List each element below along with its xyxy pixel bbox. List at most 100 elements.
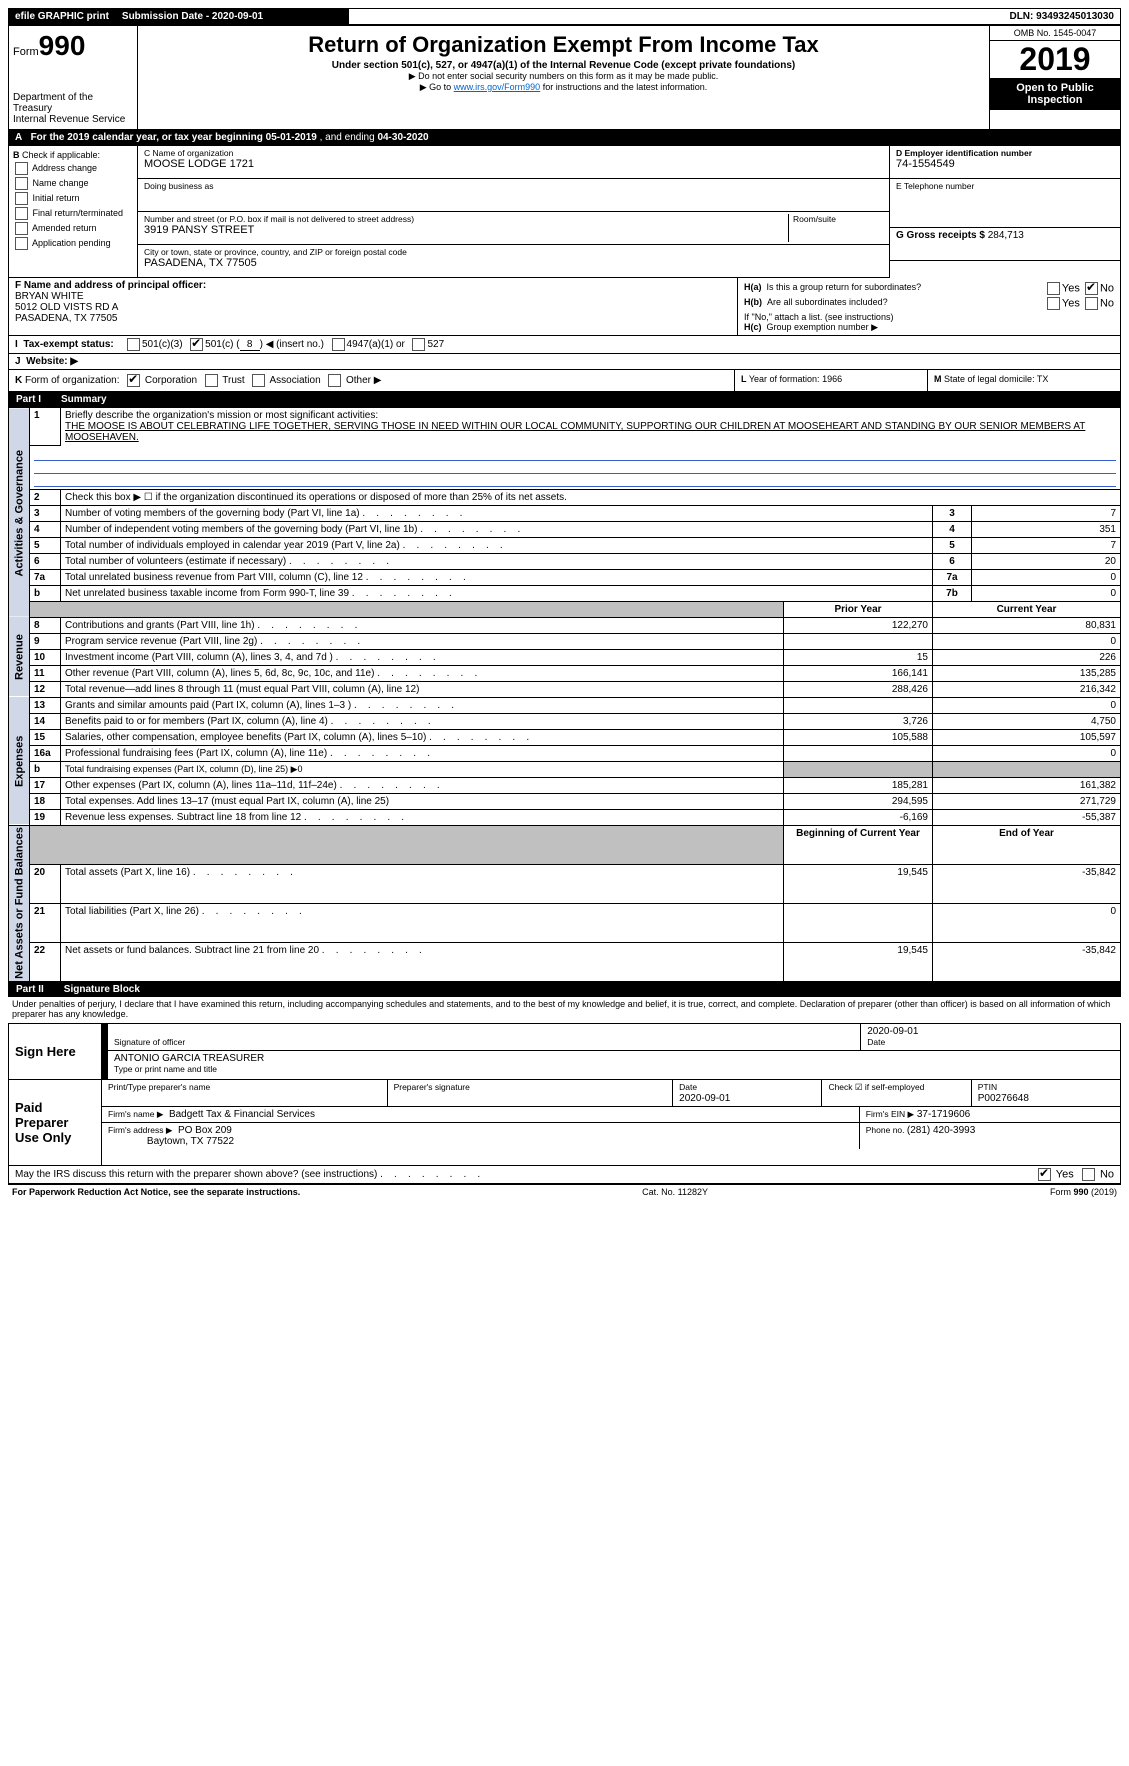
- corp-checkbox[interactable]: [127, 374, 140, 387]
- summary-row: 15Salaries, other compensation, employee…: [9, 729, 1121, 745]
- summary-row: 17Other expenses (Part IX, column (A), l…: [9, 777, 1121, 793]
- paperwork-notice: For Paperwork Reduction Act Notice, see …: [12, 1187, 300, 1197]
- j-text: Website: ▶: [26, 356, 78, 367]
- name-change: Name change: [13, 177, 133, 190]
- final-checkbox[interactable]: [15, 207, 28, 220]
- room-label: Room/suite: [793, 214, 883, 224]
- initial-checkbox[interactable]: [15, 192, 28, 205]
- b-hint: Check if applicable:: [22, 150, 100, 160]
- 527-checkbox[interactable]: [412, 338, 425, 351]
- city-label: City or town, state or province, country…: [144, 247, 883, 257]
- part-ii-label: Part II: [16, 984, 44, 995]
- row-k: K Form of organization: Corporation Trus…: [9, 370, 735, 391]
- year-formation: 1966: [822, 374, 842, 384]
- form-title: Return of Organization Exempt From Incom…: [142, 32, 985, 58]
- row-m: M State of legal domicile: TX: [928, 370, 1120, 391]
- hb-no-checkbox[interactable]: [1085, 297, 1098, 310]
- 501c-number: 8: [240, 339, 260, 351]
- form-footer: Form 990 (2019): [1050, 1187, 1117, 1197]
- officer-addr1: 5012 OLD VISTS RD A: [15, 302, 118, 313]
- prior-year-header: Prior Year: [784, 601, 933, 617]
- dln: DLN: 93493245013030: [1003, 9, 1120, 24]
- k-text: Form of organization:: [25, 375, 120, 386]
- prep-date: 2020-09-01: [679, 1093, 730, 1104]
- amended-checkbox[interactable]: [15, 222, 28, 235]
- ha-text: Is this a group return for subordinates?: [767, 282, 922, 292]
- summary-row: 20Total assets (Part X, line 16)19,545-3…: [9, 864, 1121, 903]
- type-name-label: Type or print name and title: [114, 1064, 217, 1074]
- j-label: J: [15, 356, 21, 367]
- name-change-checkbox[interactable]: [15, 177, 28, 190]
- discuss-yes-checkbox[interactable]: [1038, 1168, 1051, 1181]
- form-header: Form990 Department of the Treasury Inter…: [8, 25, 1121, 130]
- hb-label: H(b): [744, 297, 762, 307]
- firm-name-label: Firm's name ▶: [108, 1109, 163, 1119]
- signature-block: Sign Here Signature of officer 2020-09-0…: [8, 1023, 1121, 1166]
- gross-label: G Gross receipts $: [896, 230, 988, 241]
- officer-addr2: PASADENA, TX 77505: [15, 313, 117, 324]
- b-label: B: [13, 150, 20, 160]
- current-year-header: Current Year: [933, 601, 1121, 617]
- hb-yes-checkbox[interactable]: [1047, 297, 1060, 310]
- street-address: 3919 PANSY STREET: [144, 224, 784, 236]
- corp-label: Corporation: [145, 375, 197, 386]
- form-subtitle: Under section 501(c), 527, or 4947(a)(1)…: [142, 60, 985, 71]
- form-title-block: Return of Organization Exempt From Incom…: [138, 26, 990, 129]
- row-a-label: A: [15, 132, 22, 143]
- 4947-checkbox[interactable]: [332, 338, 345, 351]
- summary-row: 12Total revenue—add lines 8 through 11 (…: [9, 681, 1121, 697]
- l-text: Year of formation:: [749, 374, 822, 384]
- firm-addr1: PO Box 209: [178, 1125, 232, 1136]
- section-klm: K Form of organization: Corporation Trus…: [8, 370, 1121, 392]
- summary-row: 11Other revenue (Part VIII, column (A), …: [9, 665, 1121, 681]
- row-j: J Website: ▶: [8, 354, 1121, 370]
- ptin-value: P00276648: [978, 1093, 1029, 1104]
- discuss-no-checkbox[interactable]: [1082, 1168, 1095, 1181]
- pending-checkbox[interactable]: [15, 237, 28, 250]
- summary-table: Activities & Governance 1 Briefly descri…: [8, 407, 1121, 982]
- summary-row: 10Investment income (Part VIII, column (…: [9, 649, 1121, 665]
- summary-row: bTotal fundraising expenses (Part IX, co…: [9, 761, 1121, 777]
- discuss-text: May the IRS discuss this return with the…: [15, 1169, 480, 1180]
- 501c-open: 501(c) (: [205, 339, 239, 350]
- paid-preparer-label: Paid Preparer Use Only: [9, 1080, 102, 1165]
- vert-expenses: Expenses: [9, 697, 30, 825]
- vert-netassets: Net Assets or Fund Balances: [9, 825, 30, 982]
- mission-text: THE MOOSE IS ABOUT CELEBRATING LIFE TOGE…: [65, 421, 1085, 443]
- row-a-mid: , and ending: [320, 132, 378, 143]
- ha-yes-checkbox[interactable]: [1047, 282, 1060, 295]
- section-bcd: B Check if applicable: Address change Na…: [8, 146, 1121, 278]
- year-block: OMB No. 1545-0047 2019 Open to Public In…: [990, 26, 1120, 129]
- summary-row: 3Number of voting members of the governi…: [9, 505, 1121, 521]
- other-checkbox[interactable]: [328, 374, 341, 387]
- ha-no-checkbox[interactable]: [1085, 282, 1098, 295]
- assoc-checkbox[interactable]: [252, 374, 265, 387]
- boy-header: Beginning of Current Year: [784, 825, 933, 864]
- 501c-checkbox[interactable]: [190, 338, 203, 351]
- vert-revenue: Revenue: [9, 617, 30, 697]
- ein-label: D Employer identification number: [896, 148, 1032, 158]
- phone-label: E Telephone number: [896, 181, 1114, 191]
- 4947-label: 4947(a)(1) or: [347, 339, 405, 350]
- i-label: I: [15, 339, 18, 350]
- 501c-close: ) ◀ (insert no.): [260, 339, 324, 350]
- line-2-num: 2: [30, 489, 61, 505]
- catalog-number: Cat. No. 11282Y: [642, 1187, 708, 1197]
- street-label: Number and street (or P.O. box if mail i…: [144, 214, 784, 224]
- addr-change-checkbox[interactable]: [15, 162, 28, 175]
- hc-label: H(c): [744, 322, 762, 332]
- year-begin: 05-01-2019: [266, 132, 317, 143]
- org-name: MOOSE LODGE 1721: [144, 158, 883, 170]
- firm-ein: 37-1719606: [917, 1109, 970, 1120]
- amended-return: Amended return: [13, 222, 133, 235]
- irs-link[interactable]: www.irs.gov/Form990: [454, 82, 541, 92]
- line-1-text: Briefly describe the organization's miss…: [65, 410, 378, 421]
- box-c: C Name of organization MOOSE LODGE 1721 …: [138, 146, 890, 278]
- sig-date: 2020-09-01: [867, 1026, 918, 1037]
- date-label: Date: [867, 1037, 885, 1047]
- trust-checkbox[interactable]: [205, 374, 218, 387]
- 501c3-checkbox[interactable]: [127, 338, 140, 351]
- org-name-label: C Name of organization: [144, 148, 883, 158]
- eoy-header: End of Year: [933, 825, 1121, 864]
- summary-row: 5Total number of individuals employed in…: [9, 537, 1121, 553]
